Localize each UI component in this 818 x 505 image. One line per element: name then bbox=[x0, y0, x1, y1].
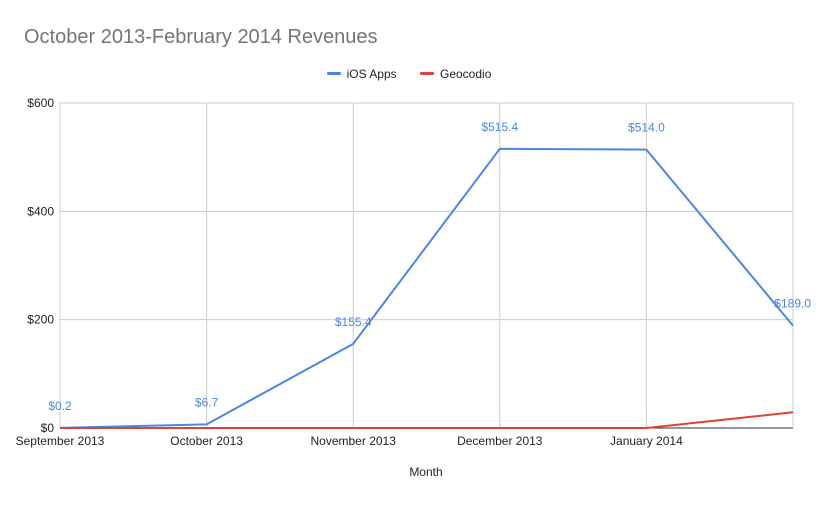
data-label: $515.4 bbox=[481, 120, 518, 134]
x-tick-label: September 2013 bbox=[16, 434, 105, 448]
x-axis-label: Month bbox=[409, 465, 442, 479]
y-tick-label: $200 bbox=[27, 313, 54, 327]
legend-label-ios-apps: iOS Apps bbox=[346, 66, 397, 81]
y-tick-label: $400 bbox=[27, 204, 54, 218]
legend-item-ios-apps[interactable]: iOS Apps bbox=[326, 66, 397, 81]
y-tick-label: $0 bbox=[41, 421, 55, 435]
data-label: $514.0 bbox=[628, 121, 665, 135]
legend-swatch-geocodio bbox=[420, 72, 434, 75]
y-tick-label: $600 bbox=[27, 96, 54, 110]
data-label: $6.7 bbox=[195, 395, 219, 409]
legend-label-geocodio: Geocodio bbox=[440, 66, 492, 81]
x-tick-label: November 2013 bbox=[311, 434, 397, 448]
series-line-ios-apps bbox=[59, 147, 794, 429]
legend-swatch-ios-apps bbox=[326, 72, 341, 75]
chart-title: October 2013-February 2014 Revenues bbox=[24, 26, 378, 48]
series-line-geocodio bbox=[60, 411, 794, 429]
x-tick-label: January 2014 bbox=[610, 434, 683, 448]
data-label: $0.2 bbox=[48, 399, 72, 413]
x-tick-label: October 2013 bbox=[170, 434, 243, 448]
x-tick-label: December 2013 bbox=[457, 434, 543, 448]
legend: iOS Apps Geocodio bbox=[0, 64, 818, 81]
data-label: $189.0 bbox=[774, 297, 811, 311]
legend-item-geocodio[interactable]: Geocodio bbox=[420, 67, 491, 81]
data-label: $155.4 bbox=[335, 315, 372, 329]
